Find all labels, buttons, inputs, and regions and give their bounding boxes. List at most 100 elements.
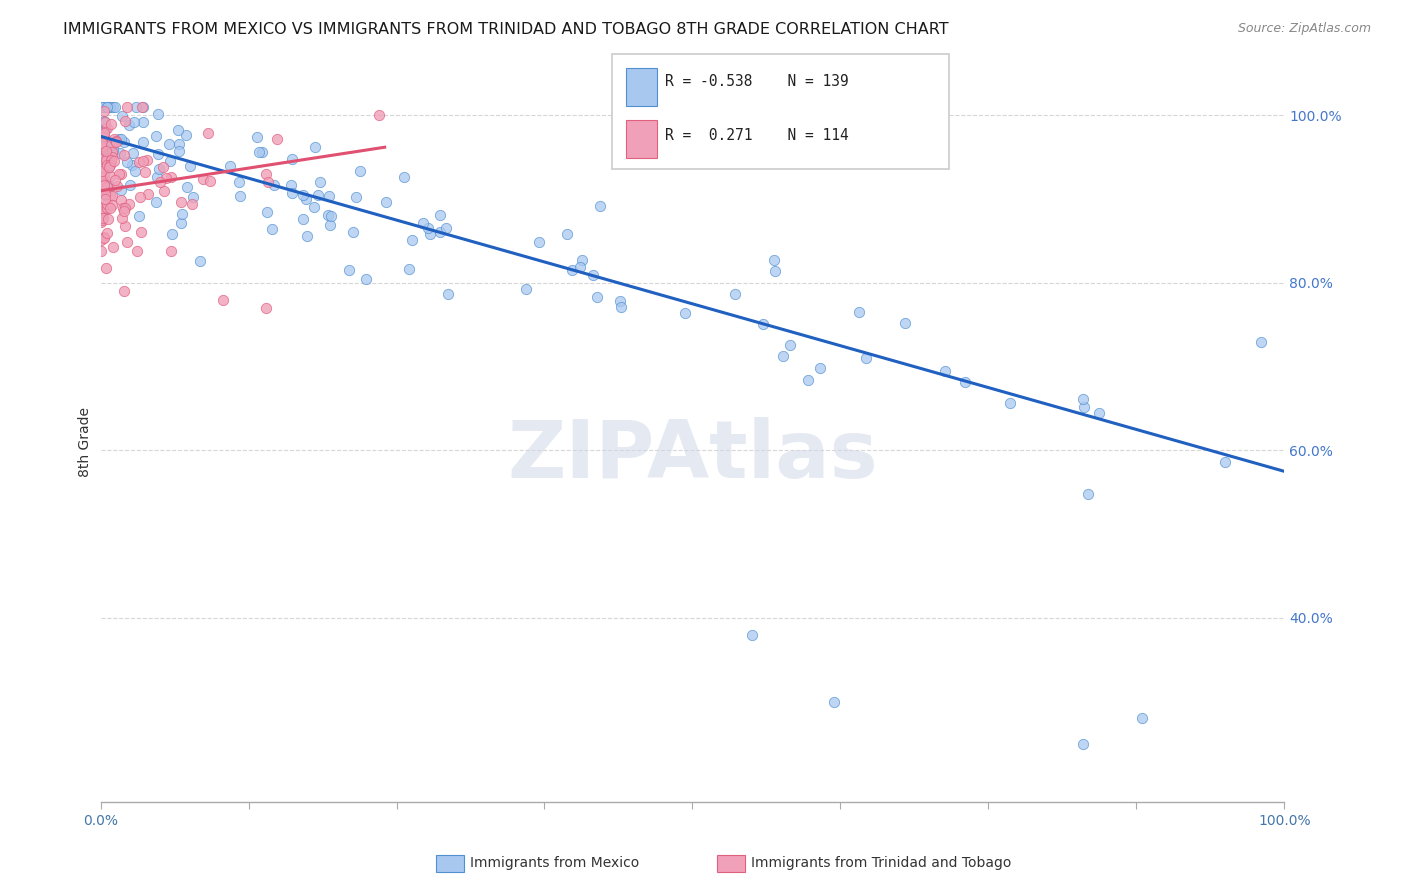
Point bbox=[98, 187, 121, 202]
Point bbox=[953, 376, 976, 390]
Point bbox=[675, 306, 697, 320]
Point bbox=[172, 207, 194, 221]
Point bbox=[131, 115, 153, 129]
Point bbox=[90, 233, 112, 247]
Point bbox=[132, 100, 155, 114]
Point bbox=[91, 129, 114, 144]
Point bbox=[90, 186, 112, 200]
Point bbox=[321, 209, 343, 223]
Point bbox=[98, 136, 121, 150]
Point bbox=[96, 180, 118, 194]
Point bbox=[103, 153, 125, 168]
Point bbox=[94, 192, 117, 206]
Point bbox=[115, 100, 138, 114]
Point bbox=[309, 175, 332, 189]
Point bbox=[97, 211, 120, 226]
Point bbox=[96, 185, 118, 199]
Point bbox=[100, 158, 122, 172]
Point bbox=[250, 145, 273, 159]
Point bbox=[188, 253, 211, 268]
Point bbox=[146, 147, 169, 161]
Point bbox=[103, 131, 125, 145]
Point bbox=[94, 123, 117, 137]
Point bbox=[98, 180, 121, 194]
Point bbox=[228, 176, 250, 190]
Point bbox=[100, 155, 122, 169]
Point bbox=[779, 338, 801, 352]
Point bbox=[110, 184, 132, 198]
Point bbox=[96, 227, 118, 241]
Point bbox=[848, 305, 870, 319]
Point bbox=[90, 176, 112, 190]
Point bbox=[934, 363, 956, 377]
Point bbox=[103, 240, 125, 254]
Point bbox=[1213, 455, 1236, 469]
Point bbox=[304, 139, 326, 153]
Point bbox=[159, 153, 181, 168]
Point bbox=[1071, 737, 1094, 751]
Point bbox=[103, 143, 125, 157]
Point bbox=[125, 244, 148, 258]
Point bbox=[401, 233, 423, 247]
Point bbox=[295, 192, 318, 206]
Point bbox=[159, 244, 181, 258]
Point bbox=[96, 100, 118, 114]
Point bbox=[280, 186, 302, 200]
Point bbox=[118, 118, 141, 132]
Point bbox=[115, 235, 138, 250]
Point bbox=[146, 107, 169, 121]
Point bbox=[120, 178, 142, 193]
Point bbox=[893, 316, 915, 330]
Point bbox=[91, 169, 114, 184]
Point bbox=[124, 164, 146, 178]
Point bbox=[295, 229, 318, 244]
Point bbox=[96, 197, 118, 211]
Point bbox=[91, 136, 114, 150]
Point bbox=[93, 126, 115, 140]
Point bbox=[94, 151, 117, 165]
Point bbox=[148, 161, 170, 176]
Point bbox=[152, 160, 174, 174]
Point bbox=[741, 627, 763, 641]
Point bbox=[94, 122, 117, 136]
Point bbox=[218, 159, 240, 173]
Point bbox=[212, 293, 235, 307]
Point bbox=[96, 201, 118, 215]
Point bbox=[157, 137, 180, 152]
Point bbox=[183, 190, 205, 204]
Point bbox=[105, 135, 128, 149]
Point bbox=[90, 139, 112, 153]
Point bbox=[112, 204, 135, 219]
Point bbox=[1250, 334, 1272, 349]
Point bbox=[724, 286, 747, 301]
Point bbox=[281, 152, 304, 166]
Point bbox=[180, 196, 202, 211]
Point bbox=[763, 252, 786, 267]
Point bbox=[810, 360, 832, 375]
Point bbox=[93, 185, 115, 199]
Point bbox=[260, 222, 283, 236]
Point bbox=[114, 201, 136, 215]
Point bbox=[90, 128, 112, 143]
Point bbox=[96, 152, 118, 166]
Point bbox=[316, 208, 339, 222]
Point bbox=[824, 695, 846, 709]
Point bbox=[124, 115, 146, 129]
Point bbox=[131, 100, 153, 114]
Point bbox=[247, 145, 270, 160]
Point bbox=[94, 153, 117, 167]
Point bbox=[111, 109, 134, 123]
Point bbox=[93, 152, 115, 166]
Point bbox=[104, 134, 127, 148]
Point bbox=[128, 154, 150, 169]
Point bbox=[174, 128, 197, 142]
Point bbox=[763, 264, 786, 278]
Point bbox=[515, 282, 537, 296]
Text: ZIPAtlas: ZIPAtlas bbox=[508, 417, 877, 495]
Point bbox=[90, 152, 112, 166]
Point bbox=[131, 135, 153, 149]
Point bbox=[280, 178, 302, 192]
Point bbox=[191, 172, 214, 186]
Point bbox=[98, 142, 121, 156]
Point bbox=[266, 132, 288, 146]
